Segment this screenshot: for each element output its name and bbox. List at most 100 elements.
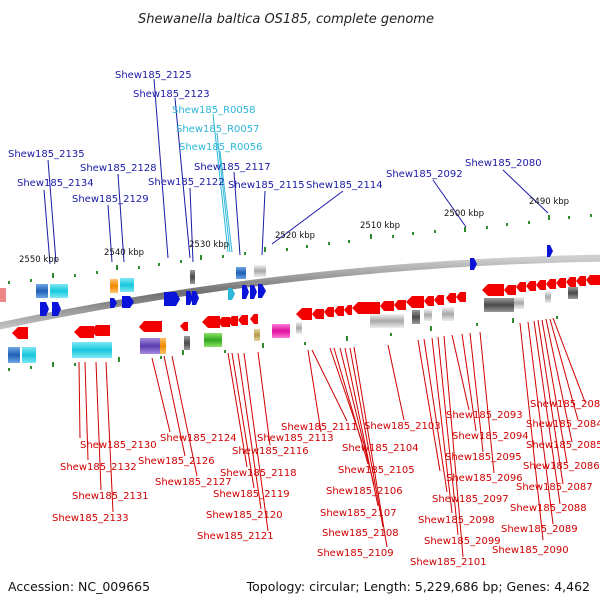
- bottom-gene-labels: Shew185_2130 Shew185_2132 Shew185_2131 S…: [52, 399, 600, 568]
- gene-box: [442, 307, 454, 321]
- gene-box: [72, 342, 112, 358]
- gene-label: Shew185_2093: [446, 410, 523, 421]
- gene-label: Shew185_2096: [446, 473, 523, 484]
- rna-gene-arrows: [228, 288, 235, 300]
- forward-gene-arrows: [40, 245, 553, 316]
- gene-box: [0, 288, 6, 302]
- gene-label: Shew185_2133: [52, 513, 129, 524]
- gene-label: Shew185_2125: [115, 70, 192, 81]
- forward-gene-leaders: [43, 78, 549, 265]
- gene-box: [568, 287, 578, 299]
- genome-backbone: [0, 254, 600, 330]
- gene-label: Shew185_2090: [492, 545, 569, 556]
- gene-box: [272, 324, 290, 338]
- gene-box: [120, 278, 134, 292]
- scale-labels: 2550 kbp 2540 kbp 2530 kbp 2520 kbp 2510…: [19, 197, 569, 265]
- gene-label: Shew185_2109: [317, 548, 394, 559]
- gene-label: Shew185_2105: [338, 465, 415, 476]
- gene-label: Shew185_2131: [72, 491, 149, 502]
- rna-label: Shew185_R0058: [172, 105, 256, 116]
- gene-label: Shew185_2089: [501, 524, 578, 535]
- gene-label: Shew185_2120: [206, 510, 283, 521]
- gene-box: [484, 298, 514, 312]
- gene-label: Shew185_2106: [326, 486, 403, 497]
- gene-label: Shew185_2117: [194, 162, 271, 173]
- gene-box: [204, 333, 222, 347]
- gene-box: [254, 329, 260, 341]
- gene-label: Shew185_2116: [232, 446, 309, 457]
- gene-box: [254, 265, 266, 277]
- accession-text: Accession: NC_009665: [8, 579, 151, 594]
- top-gene-labels: Shew185_2125 Shew185_2123 Shew185_R0058 …: [8, 70, 542, 205]
- gene-label: Shew185_2111: [281, 422, 358, 433]
- scale-label: 2490 kbp: [529, 197, 569, 207]
- scale-label: 2540 kbp: [104, 248, 144, 258]
- gene-box: [36, 284, 48, 298]
- gene-box: [110, 279, 118, 293]
- gene-label: Shew185_2127: [155, 477, 232, 488]
- gene-box: [296, 322, 302, 334]
- gene-label: Shew185_2128: [80, 163, 157, 174]
- gene-label: Shew185_2097: [432, 494, 509, 505]
- gene-box: [50, 284, 68, 298]
- gene-label: Shew185_2094: [452, 431, 529, 442]
- gene-label: Shew185_2129: [72, 194, 149, 205]
- gene-label: Shew185_2134: [17, 178, 94, 189]
- gene-box: [22, 347, 36, 363]
- gene-box: [184, 336, 190, 350]
- reverse-gene-arrows: [12, 275, 600, 339]
- gene-label: Shew185_2114: [306, 180, 383, 191]
- gene-box: [140, 338, 160, 354]
- gene-label: Shew185_2113: [257, 433, 334, 444]
- rna-label: Shew185_R0057: [176, 124, 260, 135]
- reverse-gene-leaders: [78, 317, 586, 558]
- gene-label: Shew185_2108: [322, 528, 399, 539]
- gene-label: Shew185_2122: [148, 177, 225, 188]
- forward-cog-boxes: [0, 265, 578, 303]
- gene-label: Shew185_2101: [410, 557, 487, 568]
- gene-label: Shew185_2121: [197, 531, 274, 542]
- scale-ticks-outer: [8, 214, 592, 284]
- gene-label: Shew185_2099: [424, 536, 501, 547]
- gene-label: Shew185_2135: [8, 149, 85, 160]
- gene-label: Shew185_2104: [342, 443, 419, 454]
- figure-title: Shewanella baltica OS185, complete genom…: [138, 12, 434, 27]
- scale-label: 2510 kbp: [360, 221, 400, 231]
- gene-box: [370, 314, 404, 328]
- reverse-cog-boxes: [8, 297, 524, 363]
- gene-label: Shew185_2130: [80, 440, 157, 451]
- gene-label: Shew185_2088: [510, 503, 587, 514]
- scale-label: 2520 kbp: [275, 231, 315, 241]
- rna-gene-leaders: [212, 113, 233, 253]
- gene-label: Shew185_2080: [465, 158, 542, 169]
- gene-label: Shew185_2098: [418, 515, 495, 526]
- gene-label: Shew185_2124: [160, 433, 237, 444]
- scale-ticks-inner: [8, 316, 558, 371]
- gene-label: Shew185_2086: [523, 461, 600, 472]
- gene-box: [8, 347, 20, 363]
- gene-label: Shew185_2123: [133, 89, 210, 100]
- gene-label: Shew185_2115: [228, 180, 305, 191]
- gene-box: [190, 270, 195, 284]
- gene-label: Shew185_2119: [213, 489, 290, 500]
- gene-label: Shew185_2087: [516, 482, 593, 493]
- gene-box: [160, 338, 166, 354]
- topology-text: Topology: circular; Length: 5,229,686 bp…: [246, 579, 590, 594]
- gene-box: [424, 309, 432, 321]
- gene-label: Shew185_2095: [445, 452, 522, 463]
- gene-label: Shew185_2083: [530, 399, 600, 410]
- gene-label: Shew185_2084: [526, 419, 600, 430]
- gene-box: [514, 297, 524, 309]
- gene-box: [545, 291, 551, 303]
- gene-label: Shew185_2118: [220, 468, 297, 479]
- scale-label: 2500 kbp: [444, 209, 484, 219]
- gene-label: Shew185_2132: [60, 462, 137, 473]
- scale-label: 2530 kbp: [189, 240, 229, 250]
- gene-label: Shew185_2107: [320, 508, 397, 519]
- gene-label: Shew185_2103: [364, 421, 441, 432]
- gene-label: Shew185_2085: [526, 440, 600, 451]
- scale-label: 2550 kbp: [19, 255, 59, 265]
- gene-box: [236, 267, 246, 279]
